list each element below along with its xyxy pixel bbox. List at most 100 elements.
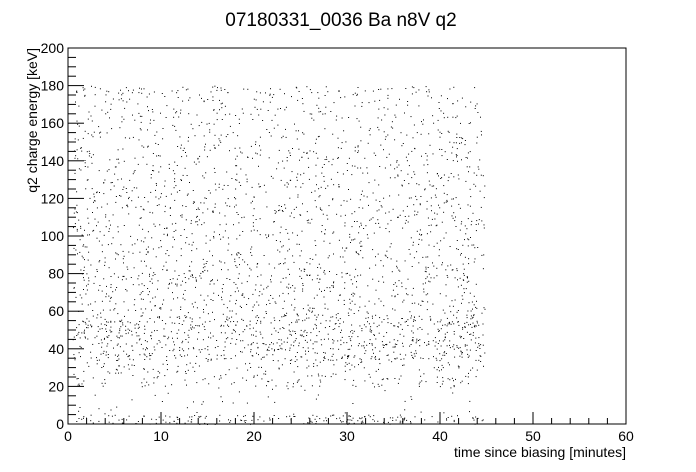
data-point <box>306 86 308 88</box>
data-point <box>441 221 443 223</box>
data-point <box>404 216 406 217</box>
data-point <box>101 382 103 384</box>
data-point <box>204 422 206 424</box>
data-point <box>256 91 258 93</box>
data-point <box>319 288 320 290</box>
data-point <box>172 350 174 352</box>
data-point <box>80 269 82 271</box>
data-point <box>96 271 98 272</box>
data-point <box>414 302 416 304</box>
data-point <box>153 119 155 121</box>
data-point <box>354 355 356 357</box>
data-point <box>320 381 322 383</box>
data-point <box>279 241 281 243</box>
data-point <box>226 318 227 320</box>
data-point <box>251 419 253 421</box>
data-point <box>85 188 87 190</box>
data-point <box>404 409 406 411</box>
data-point <box>221 324 222 326</box>
data-point <box>475 230 477 232</box>
data-point <box>169 215 171 216</box>
data-point <box>323 180 325 182</box>
data-point <box>125 188 127 189</box>
data-point <box>415 342 417 344</box>
data-point <box>301 334 303 336</box>
data-point <box>76 230 78 232</box>
data-point <box>374 334 375 336</box>
y-tick-label: 160 <box>41 115 65 131</box>
data-point <box>302 132 304 134</box>
data-point <box>409 311 411 313</box>
data-point <box>311 311 313 313</box>
data-point <box>121 207 123 209</box>
data-point <box>403 358 405 360</box>
data-point <box>383 421 385 423</box>
data-point <box>484 308 486 310</box>
data-point <box>454 299 456 301</box>
data-point <box>164 180 166 182</box>
data-point <box>84 162 86 164</box>
data-point <box>146 96 148 98</box>
data-point <box>285 136 287 138</box>
data-point <box>79 239 81 241</box>
data-point <box>255 284 257 286</box>
data-point <box>83 380 85 382</box>
data-point <box>184 167 186 169</box>
data-point <box>237 277 239 279</box>
x-tick-label: 40 <box>432 428 448 444</box>
data-point <box>255 99 257 101</box>
data-point <box>442 340 444 342</box>
data-point <box>303 336 305 338</box>
data-point <box>245 379 247 381</box>
data-point <box>123 186 125 188</box>
data-point <box>83 289 84 290</box>
data-point <box>352 417 354 419</box>
data-point <box>295 186 297 188</box>
data-point <box>330 359 332 361</box>
data-point <box>195 286 196 288</box>
data-point <box>383 197 385 199</box>
data-point <box>121 319 123 321</box>
data-point <box>394 139 396 141</box>
data-point <box>220 325 222 327</box>
data-point <box>191 421 193 423</box>
data-point <box>438 370 440 372</box>
data-point <box>196 412 198 413</box>
data-point <box>479 348 481 349</box>
data-point <box>350 279 352 281</box>
data-point <box>259 154 261 156</box>
data-point <box>93 196 95 198</box>
data-point <box>103 234 105 236</box>
data-point <box>296 234 298 236</box>
data-point <box>191 250 193 252</box>
data-point <box>281 343 283 345</box>
data-point <box>98 126 100 128</box>
data-point <box>289 155 291 156</box>
data-point <box>317 136 319 138</box>
data-point <box>207 349 209 351</box>
data-point <box>76 421 78 422</box>
data-point <box>139 338 141 340</box>
data-point <box>467 152 469 154</box>
data-point <box>293 309 295 311</box>
data-point <box>379 99 381 101</box>
data-point <box>290 287 292 289</box>
data-point <box>360 140 362 142</box>
data-point <box>108 295 110 297</box>
data-point <box>117 254 119 256</box>
data-point <box>85 293 87 295</box>
data-point <box>291 171 293 173</box>
data-point <box>84 94 86 96</box>
data-point <box>447 417 449 418</box>
data-point <box>179 317 181 319</box>
data-point <box>372 419 374 421</box>
data-point <box>207 208 209 210</box>
data-point <box>152 248 154 250</box>
data-point <box>178 329 180 331</box>
data-point <box>213 231 215 233</box>
data-point <box>370 331 372 333</box>
data-point <box>150 191 152 193</box>
data-point <box>393 284 395 285</box>
data-point <box>138 92 140 94</box>
